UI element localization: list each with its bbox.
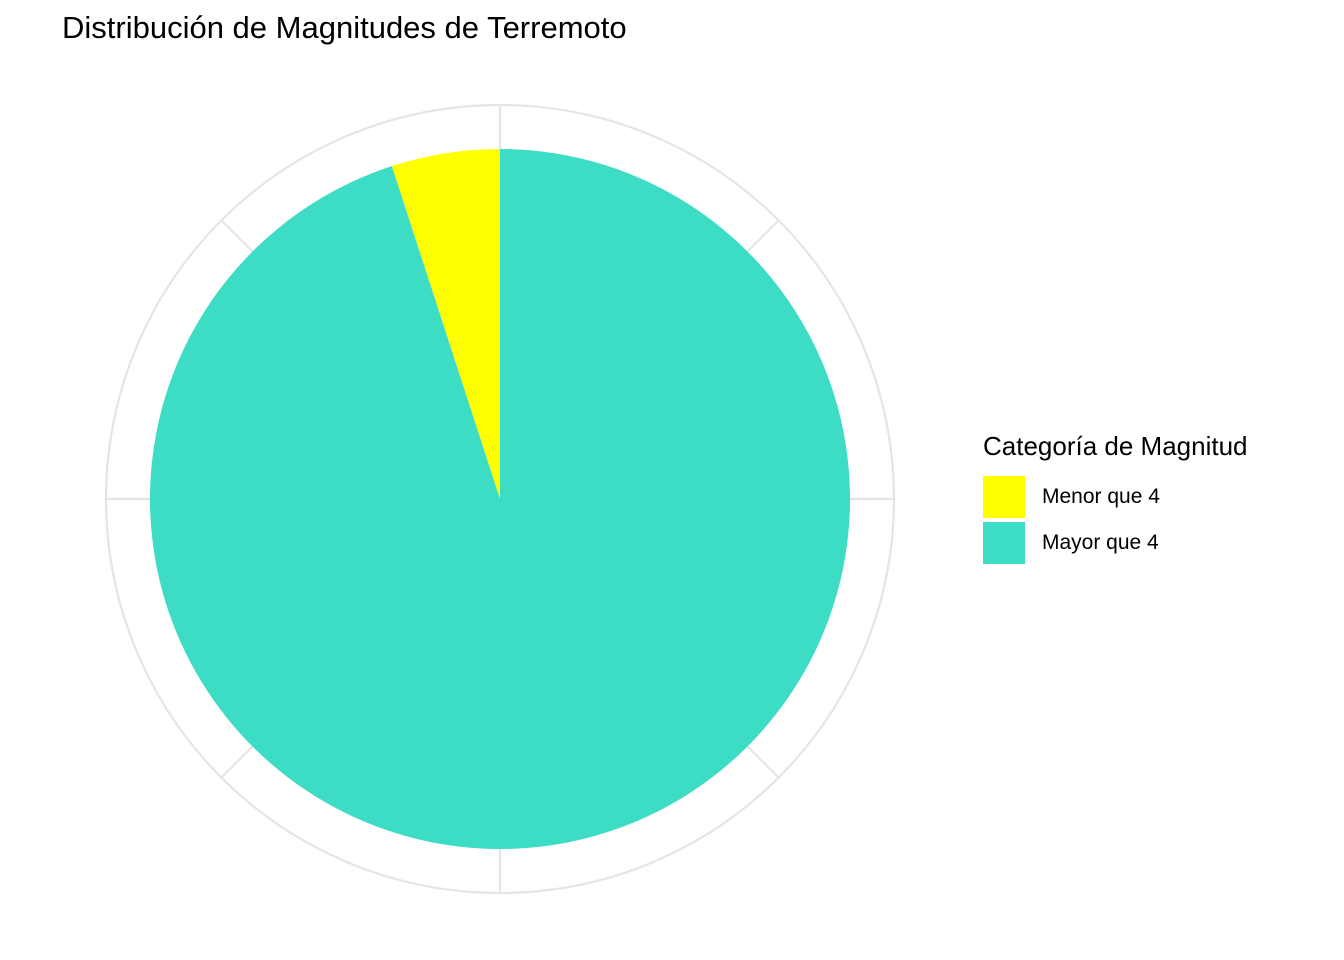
- grid-spoke: [220, 219, 254, 253]
- polar-grid: [104, 103, 896, 895]
- grid-spoke: [746, 745, 780, 779]
- legend-key-menor: [983, 476, 1025, 518]
- legend-item-menor: Menor que 4: [983, 475, 1248, 519]
- legend-label-menor: Menor que 4: [1042, 485, 1160, 508]
- legend-key-mayor: [983, 522, 1025, 564]
- legend: Categoría de Magnitud Menor que 4 Mayor …: [983, 431, 1248, 567]
- pie-slice-menor: [391, 149, 500, 499]
- pie-slices: [149, 149, 850, 849]
- legend-title: Categoría de Magnitud: [983, 431, 1248, 461]
- grid-spoke: [746, 219, 780, 253]
- chart-title: Distribución de Magnitudes de Terremoto: [62, 10, 627, 45]
- pie-slice-mayor: [149, 149, 850, 849]
- grid-spoke: [220, 745, 254, 779]
- legend-label-mayor: Mayor que 4: [1042, 531, 1159, 554]
- legend-item-mayor: Mayor que 4: [983, 521, 1248, 565]
